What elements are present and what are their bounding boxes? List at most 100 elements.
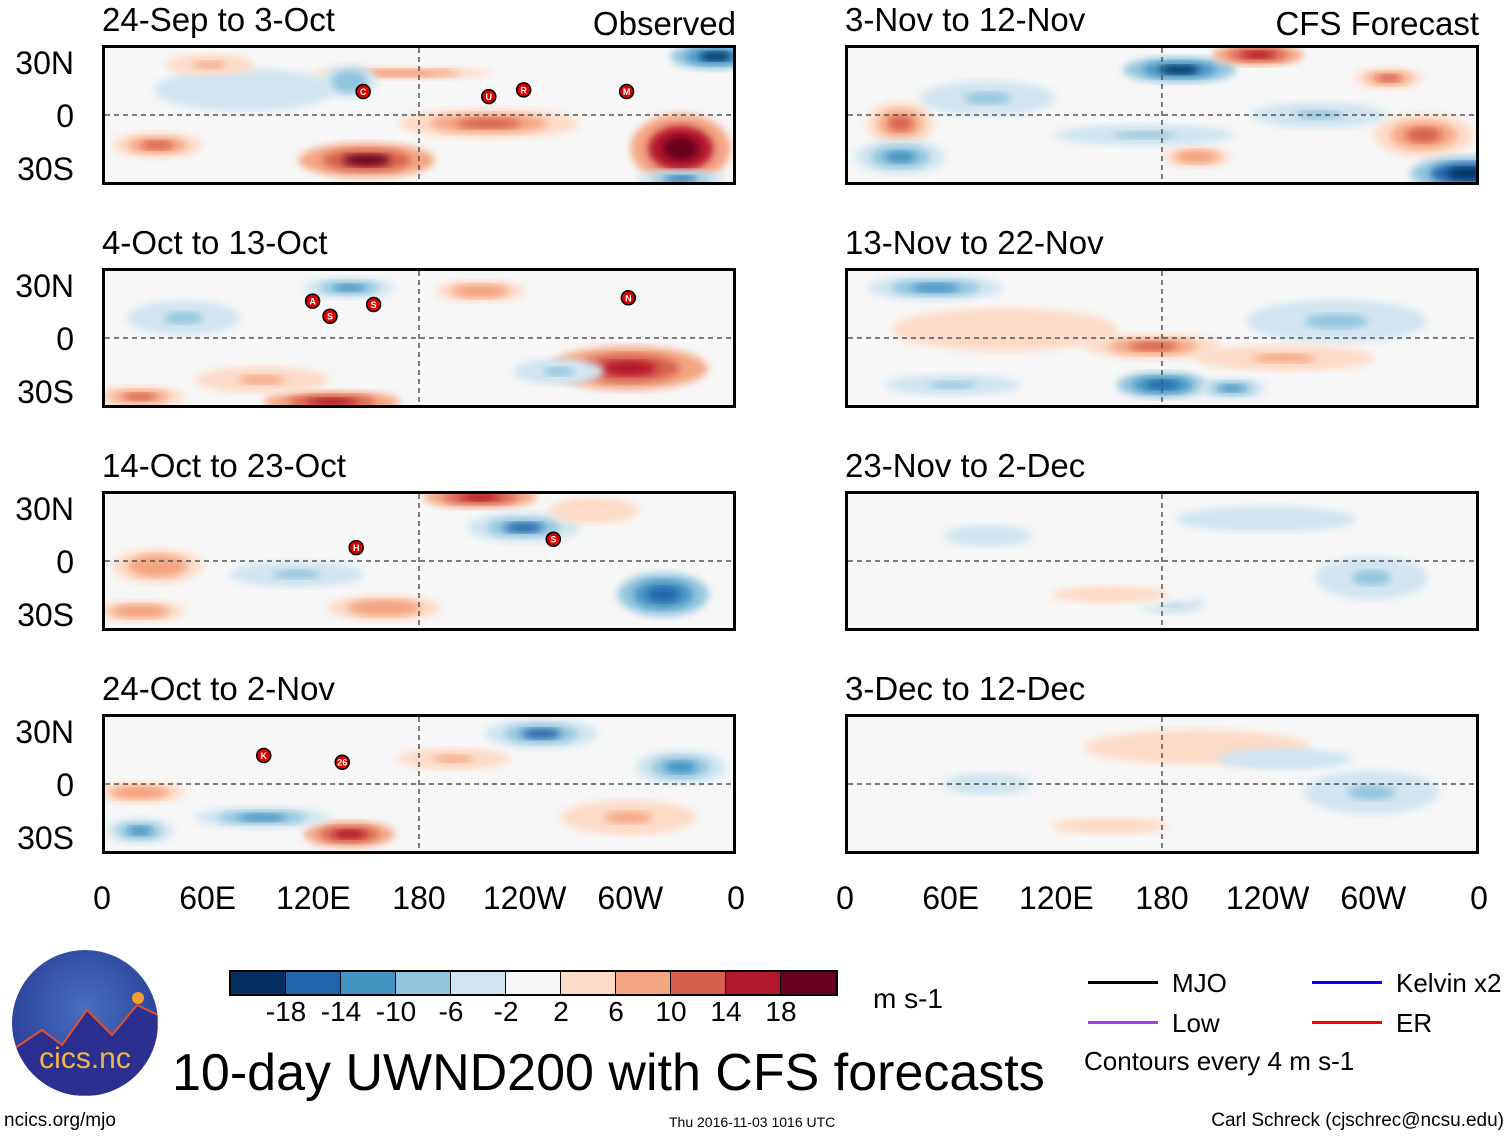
anomaly-contour xyxy=(1077,589,1142,600)
anomaly-contour xyxy=(369,70,434,76)
footer-url[interactable]: ncics.org/mjo xyxy=(4,1110,116,1131)
tropical-cyclone-icon: R xyxy=(515,82,532,98)
colorbar-tick: 10 xyxy=(655,996,687,1027)
anomaly-contour xyxy=(1159,65,1200,75)
anomaly-contour xyxy=(965,322,1045,338)
anomaly-contour xyxy=(434,755,474,763)
legend-line-icon xyxy=(1088,981,1158,984)
anomaly-contour xyxy=(238,813,286,822)
anomaly-contour xyxy=(1077,821,1142,831)
anomaly-contour xyxy=(1260,755,1308,763)
anomaly-contour xyxy=(1157,741,1237,754)
x-tick-label: 0 xyxy=(836,880,854,916)
panel-title: 24-Oct to 2-Nov xyxy=(102,670,335,707)
legend-label: Kelvin x2 xyxy=(1396,968,1502,998)
anomaly-contour xyxy=(460,494,500,502)
map-panel xyxy=(845,714,1479,854)
anomaly-contour xyxy=(307,397,356,405)
tropical-cyclone-icon: K xyxy=(255,747,272,764)
anomaly-contour xyxy=(542,366,575,377)
x-tick-label: 0 xyxy=(93,880,111,916)
anomaly-contour xyxy=(1242,50,1274,59)
y-tick-label: 0 xyxy=(56,544,74,580)
y-tick-label: 30S xyxy=(17,597,74,633)
anomaly-contour xyxy=(364,603,404,613)
storm-label: K xyxy=(260,751,267,761)
anomaly-contour xyxy=(604,811,653,824)
colorbar-swatch xyxy=(396,972,451,994)
y-tick-label: 30S xyxy=(17,374,74,410)
panel-title: 4-Oct to 13-Oct xyxy=(102,224,328,261)
y-tick-label: 30S xyxy=(17,820,74,856)
anomaly-contour xyxy=(238,375,286,385)
storm-label: S xyxy=(371,300,377,310)
colorbar-swatch xyxy=(561,972,616,994)
anomaly-contour xyxy=(124,607,156,616)
panel-title: 13-Nov to 22-Nov xyxy=(845,224,1104,261)
colorbar-tick: -14 xyxy=(320,996,362,1027)
colorbar-swatch xyxy=(671,972,726,994)
contour-note: Contours every 4 m s-1 xyxy=(1084,1046,1355,1076)
x-tick-label: 120W xyxy=(1225,880,1310,916)
legend-label: MJO xyxy=(1172,968,1227,998)
panel-title: 14-Oct to 23-Oct xyxy=(102,447,346,484)
legend-line-icon xyxy=(1312,981,1382,984)
anomaly-contour xyxy=(1219,384,1244,393)
tropical-cyclone-icon: S xyxy=(545,531,562,547)
colorbar-swatch xyxy=(231,972,286,994)
anomaly-contour xyxy=(273,569,321,579)
storm-label: 26 xyxy=(337,758,347,768)
panel-title: 24-Sep to 3-Oct xyxy=(102,1,335,38)
anomaly-contour xyxy=(1304,313,1369,329)
tropical-cyclone-icon: M xyxy=(618,83,635,100)
legend-line-icon xyxy=(1312,1021,1382,1024)
storm-label: M xyxy=(623,87,631,97)
anomaly-contour xyxy=(1447,167,1476,180)
y-tick-label: 0 xyxy=(56,321,74,357)
cics-logo: cics.nc xyxy=(12,950,158,1096)
anomaly-contour xyxy=(127,826,152,836)
colorbar-tick: 6 xyxy=(608,996,624,1027)
colorbar-units: m s-1 xyxy=(873,983,943,1014)
colorbar-tick: 2 xyxy=(553,996,569,1027)
y-tick-label: 30S xyxy=(17,151,74,187)
storm-label: S xyxy=(550,535,556,545)
tropical-cyclone-icon: C xyxy=(355,83,371,100)
anomaly-contour xyxy=(888,115,913,131)
anomaly-contour xyxy=(1347,784,1396,800)
tropical-cyclone-icon: S xyxy=(365,296,382,313)
storm-label: S xyxy=(327,312,333,322)
tropical-cyclone-icon: S xyxy=(322,308,338,324)
figure-title: 10-day UWND200 with CFS forecasts xyxy=(172,1044,1045,1102)
x-tick-label: 120W xyxy=(482,880,567,916)
x-tick-label: 60W xyxy=(597,880,664,916)
colorbar-swatch xyxy=(286,972,341,994)
storm-label: H xyxy=(353,543,360,553)
anomaly-contour xyxy=(699,51,732,61)
colorbar-swatch xyxy=(341,972,396,994)
y-tick-label: 30N xyxy=(15,45,74,81)
anomaly-contour xyxy=(464,287,496,295)
map-panel: K 26 xyxy=(102,714,736,854)
tropical-cyclone-icon: N xyxy=(620,290,637,306)
anomaly-contour xyxy=(163,311,204,324)
anomaly-contour xyxy=(1252,353,1316,363)
x-tick-label: 120E xyxy=(275,880,351,916)
observed-label: Observed xyxy=(592,5,736,42)
colorbar-tick: -6 xyxy=(438,996,464,1027)
anomaly-contour xyxy=(664,761,697,774)
anomaly-contour xyxy=(457,118,521,129)
colorbar-swatch xyxy=(616,972,671,994)
panel-title: 3-Nov to 12-Nov xyxy=(845,1,1086,38)
colorbar-swatch xyxy=(726,972,781,994)
anomaly-contour xyxy=(928,381,977,389)
anomaly-contour xyxy=(141,140,174,150)
anomaly-contour xyxy=(664,175,697,182)
panel-title: 3-Dec to 12-Dec xyxy=(845,670,1086,707)
map-panel: A S S N xyxy=(102,268,736,408)
anomaly-contour xyxy=(911,283,960,293)
x-tick-label: 60E xyxy=(922,880,980,916)
anomaly-contour xyxy=(963,92,1012,105)
